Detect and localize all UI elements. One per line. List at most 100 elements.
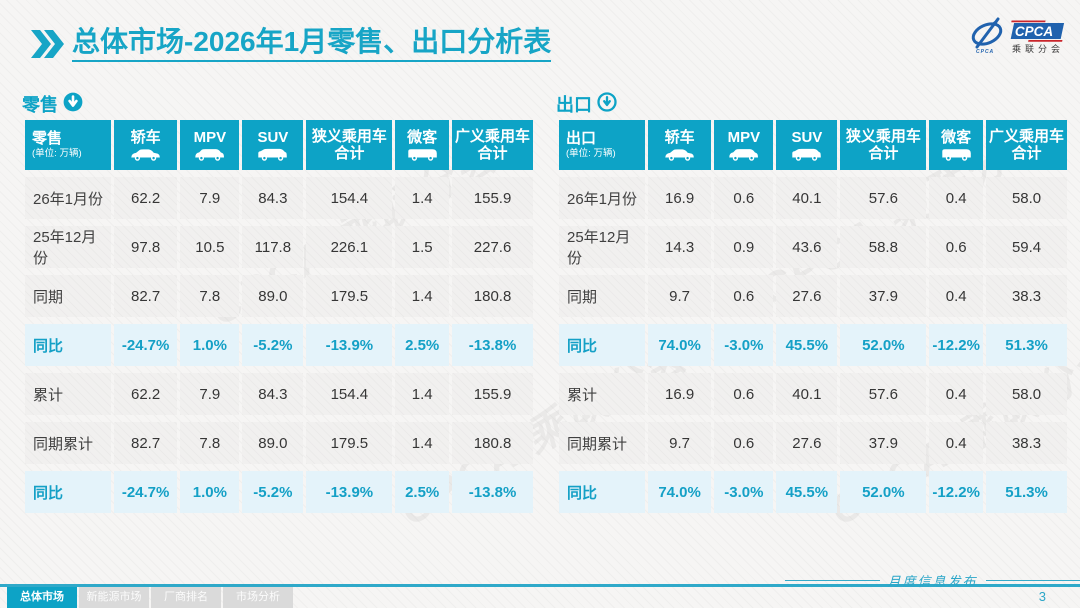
data-cell: 180.8 [452, 275, 533, 317]
data-cell: 82.7 [113, 275, 178, 317]
data-cell: 179.5 [306, 422, 393, 464]
data-cell: 0.9 [714, 226, 774, 268]
table-row: 同比 -24.7% 1.0% -5.2% -13.9% 2.5% -13.8% [25, 471, 533, 513]
data-cell: 9.7 [647, 422, 712, 464]
decor-line [985, 580, 1080, 581]
row-label: 25年12月份 [25, 226, 111, 268]
data-cell: 0.6 [714, 275, 774, 317]
data-cell: 16.9 [647, 177, 712, 219]
mpv-icon [180, 147, 239, 161]
minibus-icon [929, 147, 983, 161]
data-cell: 37.9 [840, 275, 927, 317]
tab-market-analysis[interactable]: 市场分析 [223, 587, 293, 608]
publication-label: 月度信息发布 [887, 575, 978, 590]
column-header: 微客 [395, 120, 450, 170]
data-cell: 7.9 [180, 373, 240, 415]
page-title-bold: 总体市场 [72, 26, 185, 57]
data-cell: 1.0% [180, 324, 240, 366]
export-section: 出口 出口 (单位: 万辆) 轿车 MPV SUV 狭义乘用车 合计 微客 广义乘用车 合计 26年… [556, 91, 1070, 520]
data-cell: 1.4 [395, 275, 450, 317]
data-cell: 51.3% [986, 471, 1067, 513]
data-cell: 0.4 [929, 177, 984, 219]
column-header: 轿车 [113, 120, 178, 170]
data-cell: 9.7 [647, 275, 712, 317]
data-cell: 1.4 [395, 177, 450, 219]
data-cell: -5.2% [242, 324, 304, 366]
data-cell: 0.4 [929, 422, 984, 464]
data-cell: 82.7 [113, 422, 178, 464]
suv-icon [242, 147, 303, 161]
column-header: SUV [776, 120, 838, 170]
svg-text:乘联分会: 乘联分会 [1012, 43, 1064, 54]
row-label: 同期 [559, 275, 645, 317]
data-cell: 38.3 [986, 275, 1067, 317]
row-label: 同比 [559, 471, 645, 513]
data-cell: -3.0% [714, 471, 774, 513]
data-cell: 2.5% [395, 471, 450, 513]
data-cell: 74.0% [647, 471, 712, 513]
data-cell: 84.3 [242, 373, 304, 415]
table-row: 累计 62.2 7.9 84.3 154.4 1.4 155.9 [25, 373, 533, 415]
data-cell: 40.1 [776, 373, 838, 415]
row-label: 同比 [25, 324, 111, 366]
page-title-rest: -2026年1月零售、出口分析表 [184, 26, 552, 57]
data-cell: 52.0% [840, 324, 927, 366]
column-header: 狭义乘用车 合计 [306, 120, 393, 170]
table-row: 25年12月份 97.8 10.5 117.8 226.1 1.5 227.6 [25, 226, 533, 268]
down-arrow-circle-icon [63, 92, 83, 117]
data-cell: 97.8 [113, 226, 178, 268]
data-cell: 7.8 [180, 422, 240, 464]
row-label: 26年1月份 [559, 177, 645, 219]
table-row: 26年1月份 16.9 0.6 40.1 57.6 0.4 58.0 [559, 177, 1067, 219]
data-cell: 57.6 [840, 373, 927, 415]
table-row: 25年12月份 14.3 0.9 43.6 58.8 0.6 59.4 [559, 226, 1067, 268]
data-cell: 45.5% [776, 471, 838, 513]
data-cell: -12.2% [929, 471, 984, 513]
footer-tabs: 总体市场 新能源市场 厂商排名 市场分析 [7, 587, 293, 608]
data-cell: 180.8 [452, 422, 533, 464]
data-cell: 62.2 [113, 373, 178, 415]
column-header: SUV [242, 120, 304, 170]
data-cell: -24.7% [113, 324, 178, 366]
table-row: 同期累计 82.7 7.8 89.0 179.5 1.4 180.8 [25, 422, 533, 464]
data-cell: 0.6 [714, 177, 774, 219]
data-cell: 14.3 [647, 226, 712, 268]
sedan-icon [648, 147, 712, 161]
table-row: 26年1月份 62.2 7.9 84.3 154.4 1.4 155.9 [25, 177, 533, 219]
data-cell: -24.7% [113, 471, 178, 513]
data-cell: 45.5% [776, 324, 838, 366]
row-label: 累计 [559, 373, 645, 415]
data-cell: -13.8% [452, 471, 533, 513]
table-row: 累计 16.9 0.6 40.1 57.6 0.4 58.0 [559, 373, 1067, 415]
data-cell: 51.3% [986, 324, 1067, 366]
column-header: 微客 [929, 120, 984, 170]
table-name-header: 零售 (单位: 万辆) [25, 120, 111, 170]
svg-text:CPCA: CPCA [1015, 24, 1053, 39]
data-cell: 43.6 [776, 226, 838, 268]
retail-section: 零售 零售 (单位: 万辆) 轿车 MPV SUV 狭义乘用车 合计 微客 广义乘用车 合计 26年… [22, 92, 536, 520]
tab-nev-market[interactable]: 新能源市场 [79, 587, 149, 608]
data-cell: 227.6 [452, 226, 533, 268]
data-cell: 27.6 [776, 275, 838, 317]
row-label: 累计 [25, 373, 111, 415]
retail-caption: 零售 [22, 92, 536, 116]
retail-table: 零售 (单位: 万辆) 轿车 MPV SUV 狭义乘用车 合计 微客 广义乘用车 合计 26年1月份… [22, 113, 536, 520]
data-cell: 89.0 [242, 422, 304, 464]
table-row: 同期 82.7 7.8 89.0 179.5 1.4 180.8 [25, 275, 533, 317]
data-cell: 16.9 [647, 373, 712, 415]
cpca-logo: CPCA CPCA 乘联分会 [968, 14, 1068, 60]
sedan-icon [114, 147, 178, 161]
data-cell: 226.1 [306, 226, 393, 268]
retail-caption-label: 零售 [22, 95, 58, 115]
tab-overall-market[interactable]: 总体市场 [7, 587, 77, 608]
data-cell: 0.6 [714, 422, 774, 464]
row-label: 同比 [559, 324, 645, 366]
row-label: 同期累计 [559, 422, 645, 464]
column-header: 广义乘用车 合计 [452, 120, 533, 170]
tab-oem-ranking[interactable]: 厂商排名 [151, 587, 221, 608]
data-cell: 74.0% [647, 324, 712, 366]
export-caption-label: 出口 [556, 95, 592, 115]
row-label: 同比 [25, 471, 111, 513]
data-cell: -12.2% [929, 324, 984, 366]
data-cell: 59.4 [986, 226, 1067, 268]
